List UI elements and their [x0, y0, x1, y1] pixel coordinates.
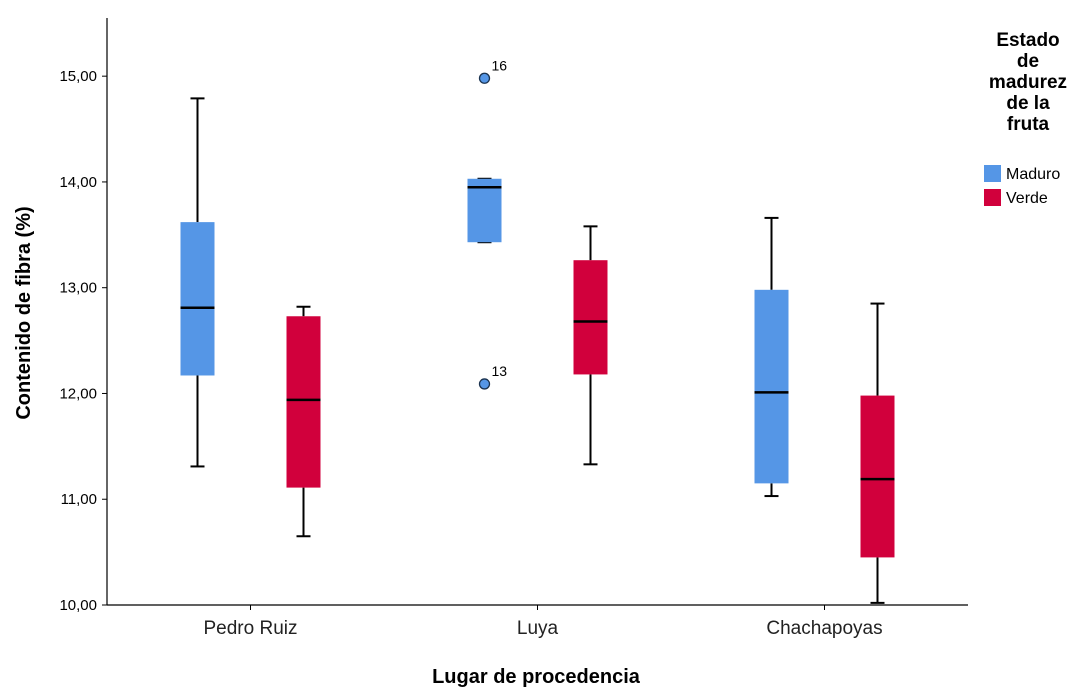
legend-title-line: madurez	[989, 72, 1067, 93]
box-iqr	[180, 222, 215, 376]
box-verde-0	[286, 305, 321, 538]
x-tick-label: Pedro Ruiz	[204, 618, 298, 639]
legend-title-line: fruta	[1007, 114, 1050, 135]
box-maduro-0	[180, 97, 215, 468]
legend-swatch-maduro	[984, 165, 1001, 182]
legend-title-line: de	[1017, 51, 1039, 72]
legend-swatch-verde	[984, 189, 1001, 206]
y-axis-title: Contenido de fibra (%)	[13, 206, 35, 419]
box-iqr	[754, 289, 789, 484]
box-iqr	[860, 395, 895, 558]
box-verde-2	[860, 302, 895, 604]
legend-label-maduro: Maduro	[1006, 166, 1060, 183]
box-iqr	[286, 316, 321, 488]
outlier-label: 13	[492, 363, 508, 379]
x-tick-label: Luya	[517, 618, 559, 639]
box-verde-1	[573, 225, 608, 466]
outlier-point	[478, 378, 491, 390]
x-axis-title: Lugar de procedencia	[432, 666, 641, 688]
axes: 10,00 11,00 12,00 13,00 14,00 15,00 Pedro Ruiz…	[59, 18, 968, 639]
box-iqr	[573, 260, 608, 375]
outlier-label: 16	[492, 57, 508, 73]
y-tick-label: 15,00	[59, 68, 97, 85]
legend-title-line: de la	[1006, 93, 1050, 114]
x-tick-label: Chachapoyas	[766, 618, 882, 639]
box-iqr	[467, 178, 502, 243]
legend-label-verde: Verde	[1006, 190, 1048, 207]
outlier-point	[478, 72, 491, 84]
y-tick-label: 10,00	[59, 597, 97, 614]
box-maduro-2	[754, 216, 789, 498]
y-tick-label: 11,00	[61, 491, 97, 508]
legend-title-line: Estado	[996, 30, 1059, 51]
y-tick-label: 13,00	[59, 280, 97, 297]
y-tick-label: 12,00	[59, 385, 97, 402]
y-tick-label: 14,00	[59, 174, 97, 191]
